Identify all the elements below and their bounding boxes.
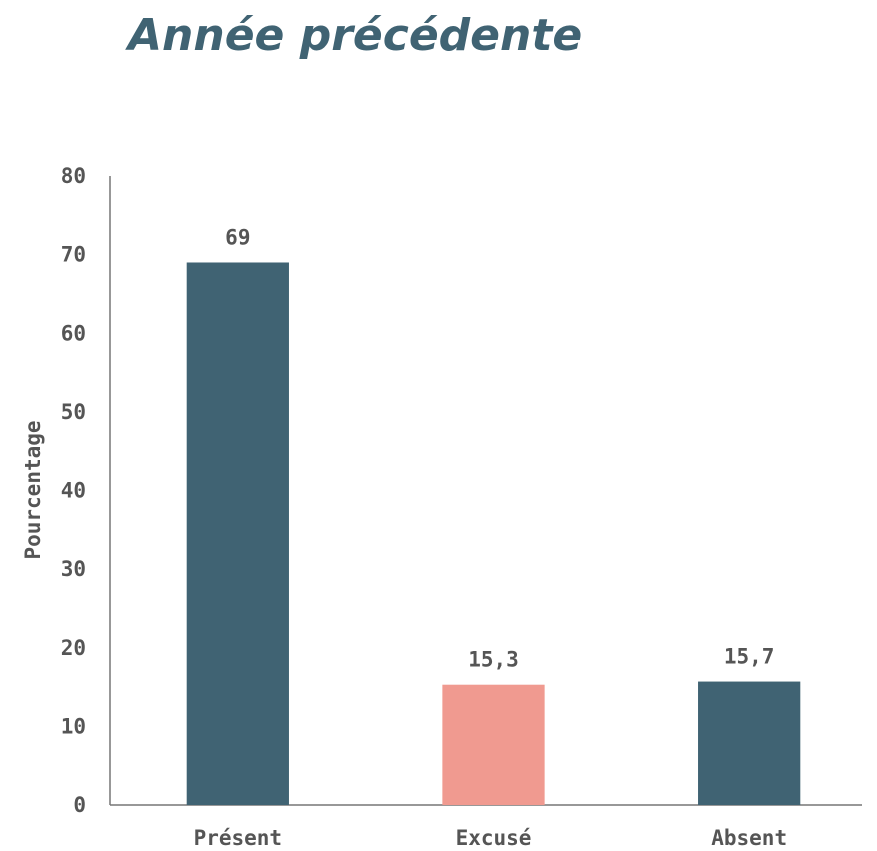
data-label: 15,7 [724, 645, 775, 669]
data-label: 69 [225, 225, 250, 249]
x-tick-label: Excusé [456, 826, 532, 850]
y-tick-label: 50 [61, 400, 86, 424]
y-tick-label: 80 [61, 164, 86, 188]
y-tick-label: 60 [61, 321, 86, 345]
x-tick-label: Présent [194, 826, 283, 850]
x-tick-label: Absent [711, 826, 787, 850]
bar [442, 684, 545, 805]
y-tick-label: 70 [61, 243, 86, 267]
bar [186, 262, 289, 805]
y-axis-label: Pourcentage [21, 420, 45, 559]
y-tick-label: 30 [61, 557, 86, 581]
y-tick-label: 0 [73, 793, 86, 817]
bar [698, 681, 801, 805]
chart-title: Année précédente [125, 10, 582, 61]
data-label: 15,3 [468, 648, 519, 672]
y-tick-label: 40 [61, 479, 86, 503]
y-tick-label: 10 [61, 714, 86, 738]
y-tick-label: 20 [61, 636, 86, 660]
